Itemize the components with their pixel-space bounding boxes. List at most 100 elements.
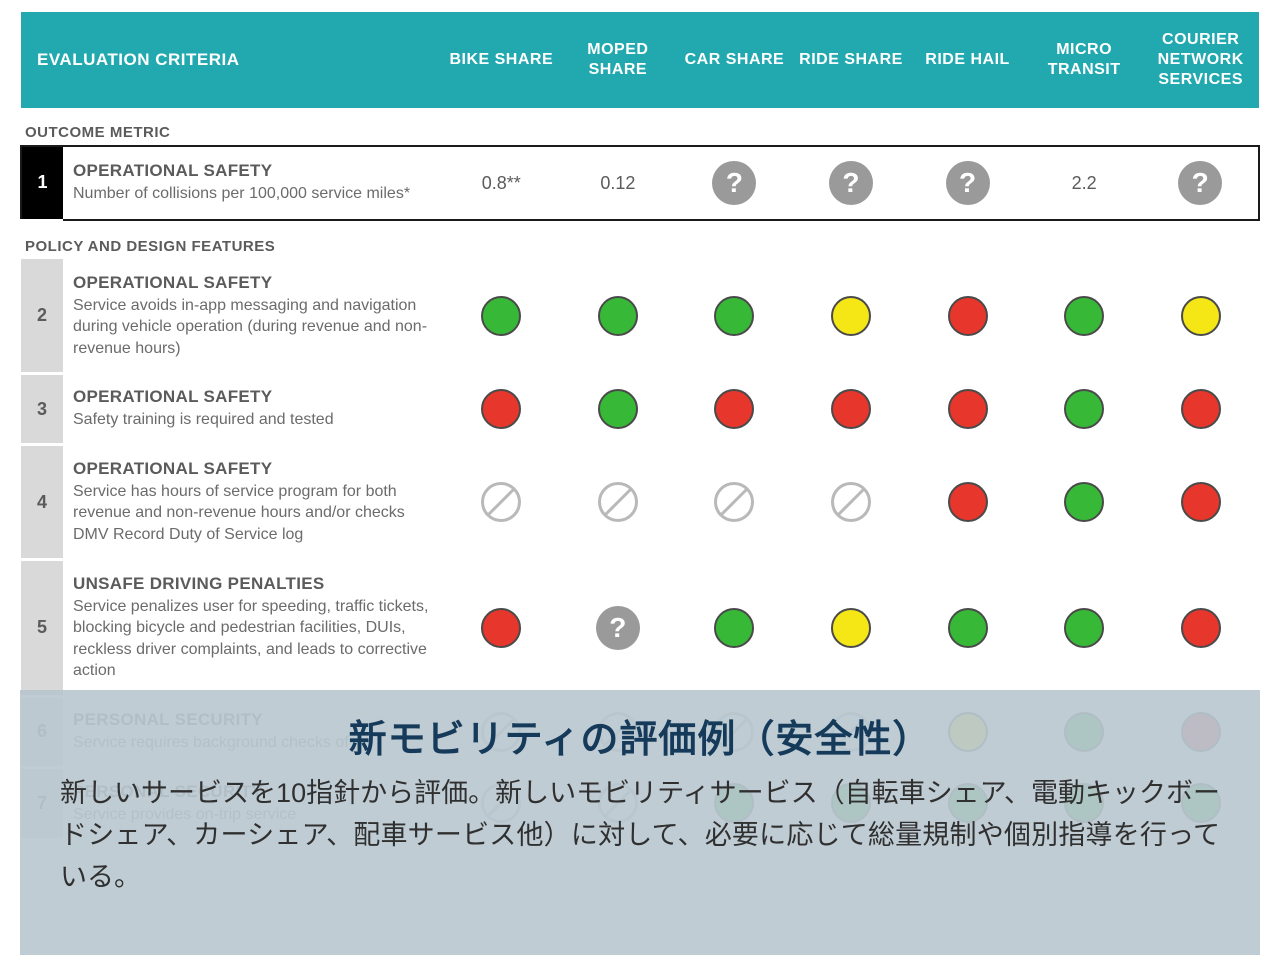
data-cell: [1142, 373, 1259, 445]
data-cell: [1026, 373, 1143, 445]
value-text: 0.12: [600, 173, 635, 193]
status-dot-red: [948, 296, 988, 336]
status-dot-na: [714, 482, 754, 522]
data-cell: 0.12: [560, 146, 677, 220]
header-col: RIDE SHARE: [793, 12, 910, 108]
data-cell: [676, 259, 793, 374]
status-dot-green: [1064, 296, 1104, 336]
row-desc: Service avoids in-app messaging and navi…: [73, 295, 433, 360]
status-dot-green: [1064, 389, 1104, 429]
status-dot-red: [714, 389, 754, 429]
question-icon: ?: [712, 161, 756, 205]
row-desc: Safety training is required and tested: [73, 409, 433, 431]
row-label: OPERATIONAL SAFETYSafety training is req…: [63, 373, 443, 445]
question-icon: ?: [829, 161, 873, 205]
row-number: 1: [21, 146, 63, 220]
status-dot-red: [481, 389, 521, 429]
row-title: OPERATIONAL SAFETY: [73, 273, 433, 293]
data-cell: [560, 445, 677, 560]
status-dot-green: [948, 608, 988, 648]
data-cell: [443, 259, 560, 374]
question-icon: ?: [946, 161, 990, 205]
status-dot-red: [948, 482, 988, 522]
data-cell: [676, 445, 793, 560]
section-label: OUTCOME METRIC: [21, 108, 1259, 146]
data-cell: [443, 560, 560, 696]
data-cell: [443, 445, 560, 560]
table-row: 2OPERATIONAL SAFETYService avoids in-app…: [21, 259, 1259, 374]
header-col: BIKE SHARE: [443, 12, 560, 108]
status-dot-green: [714, 296, 754, 336]
row-title: UNSAFE DRIVING PENALTIES: [73, 574, 433, 594]
value-text: 0.8**: [482, 173, 521, 193]
status-dot-na: [831, 482, 871, 522]
row-desc: Service penalizes user for speeding, tra…: [73, 596, 433, 682]
data-cell: [443, 373, 560, 445]
overlay-body: 新しいサービスを10指針から評価。新しいモビリティサービス（自転車シェア、電動キ…: [60, 773, 1220, 899]
data-cell: [793, 373, 910, 445]
data-cell: [676, 373, 793, 445]
status-dot-green: [1064, 608, 1104, 648]
overlay-title: 新モビリティの評価例（安全性）: [60, 708, 1220, 763]
row-label: OPERATIONAL SAFETYService has hours of s…: [63, 445, 443, 560]
status-dot-red: [1181, 482, 1221, 522]
data-cell: [909, 560, 1026, 696]
data-cell: [1026, 560, 1143, 696]
row-number: 2: [21, 259, 63, 374]
status-dot-green: [598, 296, 638, 336]
data-cell: ?: [909, 146, 1026, 220]
table-header: EVALUATION CRITERIA BIKE SHARE MOPED SHA…: [21, 12, 1259, 108]
data-cell: [676, 560, 793, 696]
status-dot-yellow: [1181, 296, 1221, 336]
data-cell: [793, 445, 910, 560]
status-dot-green: [481, 296, 521, 336]
data-cell: 2.2: [1026, 146, 1143, 220]
data-cell: [909, 373, 1026, 445]
section-label: POLICY AND DESIGN FEATURES: [21, 220, 1259, 259]
data-cell: [560, 373, 677, 445]
status-dot-na: [481, 482, 521, 522]
data-cell: ?: [1142, 146, 1259, 220]
status-dot-red: [948, 389, 988, 429]
data-cell: ?: [676, 146, 793, 220]
data-cell: ?: [560, 560, 677, 696]
row-label: UNSAFE DRIVING PENALTIESService penalize…: [63, 560, 443, 696]
row-label: OPERATIONAL SAFETYService avoids in-app …: [63, 259, 443, 374]
status-dot-red: [1181, 608, 1221, 648]
header-col: MOPED SHARE: [560, 12, 677, 108]
row-number: 5: [21, 560, 63, 696]
data-cell: [793, 259, 910, 374]
data-cell: [1142, 560, 1259, 696]
status-dot-green: [598, 389, 638, 429]
status-dot-na: [598, 482, 638, 522]
header-col: COURIER NETWORK SERVICES: [1142, 12, 1259, 108]
data-cell: [1026, 259, 1143, 374]
header-col: RIDE HAIL: [909, 12, 1026, 108]
status-dot-yellow: [831, 296, 871, 336]
header-col: CAR SHARE: [676, 12, 793, 108]
table-row: 1OPERATIONAL SAFETYNumber of collisions …: [21, 146, 1259, 220]
row-title: OPERATIONAL SAFETY: [73, 459, 433, 479]
row-desc: Service has hours of service program for…: [73, 481, 433, 546]
data-cell: [909, 259, 1026, 374]
data-cell: [1026, 445, 1143, 560]
status-dot-green: [714, 608, 754, 648]
data-cell: 0.8**: [443, 146, 560, 220]
data-cell: [560, 259, 677, 374]
value-text: 2.2: [1072, 173, 1097, 193]
table-row: 3OPERATIONAL SAFETYSafety training is re…: [21, 373, 1259, 445]
header-col: MICRO TRANSIT: [1026, 12, 1143, 108]
data-cell: [909, 445, 1026, 560]
question-icon: ?: [596, 606, 640, 650]
row-title: OPERATIONAL SAFETY: [73, 161, 433, 181]
data-cell: ?: [793, 146, 910, 220]
status-dot-red: [1181, 389, 1221, 429]
question-icon: ?: [1178, 161, 1222, 205]
table-row: 5UNSAFE DRIVING PENALTIESService penaliz…: [21, 560, 1259, 696]
header-criteria: EVALUATION CRITERIA: [21, 12, 443, 108]
status-dot-red: [831, 389, 871, 429]
row-desc: Number of collisions per 100,000 service…: [73, 183, 433, 205]
row-number: 4: [21, 445, 63, 560]
row-label: OPERATIONAL SAFETYNumber of collisions p…: [63, 146, 443, 220]
status-dot-red: [481, 608, 521, 648]
